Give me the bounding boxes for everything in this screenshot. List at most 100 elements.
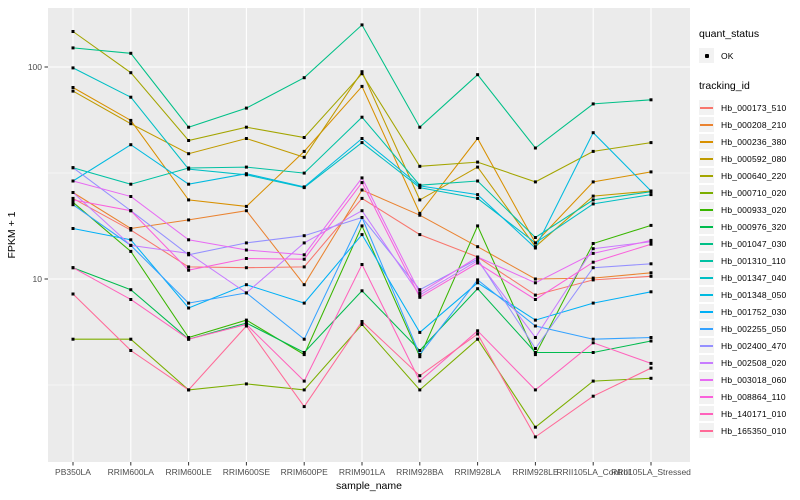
legend-item-Hb_008864_110: Hb_008864_110	[699, 388, 799, 405]
data-point	[533, 351, 537, 354]
data-point	[591, 180, 595, 184]
data-point	[591, 266, 595, 270]
legend-item-label: Hb_000933_020	[721, 204, 787, 215]
legend-item-Hb_165350_010: Hb_165350_010	[699, 422, 799, 439]
legend-key-box	[699, 338, 714, 353]
data-point	[71, 227, 75, 230]
data-point	[129, 209, 133, 213]
data-point	[187, 251, 191, 255]
data-point	[244, 324, 248, 328]
data-point	[418, 288, 422, 292]
data-point	[302, 185, 306, 189]
data-point	[649, 290, 653, 294]
y-tick-label: 100	[28, 62, 42, 72]
data-point	[302, 301, 306, 305]
data-point	[360, 137, 364, 140]
data-point	[187, 182, 191, 186]
legend-line-swatch	[700, 344, 713, 347]
data-point	[418, 164, 422, 168]
legend-key-box	[699, 202, 714, 217]
data-point	[187, 198, 191, 202]
legend-item-Hb_002255_050: Hb_002255_050	[699, 320, 799, 337]
data-point	[244, 172, 248, 176]
data-point	[476, 287, 480, 291]
legend-item-label: Hb_002400_470	[721, 340, 787, 351]
legend-item-Hb_000208_210: Hb_000208_210	[699, 116, 799, 133]
legend-key-box	[699, 100, 714, 115]
data-point	[418, 233, 422, 237]
data-point	[476, 160, 480, 164]
data-point	[649, 141, 653, 145]
legend-key-box	[699, 423, 714, 438]
legend-item-Hb_001752_030: Hb_001752_030	[699, 303, 799, 320]
y-tick-labels: 100 10	[28, 62, 42, 284]
legend-key-box	[699, 185, 714, 200]
data-point	[533, 281, 537, 285]
data-point	[244, 248, 248, 252]
data-point	[533, 246, 537, 250]
legend-line-swatch	[700, 225, 713, 228]
x-tick-label: RRIM600LE	[165, 467, 212, 477]
data-point	[360, 196, 364, 200]
data-point	[649, 223, 653, 227]
data-point	[71, 200, 75, 204]
data-point	[302, 283, 306, 287]
y-tick-label: 10	[33, 274, 43, 284]
data-point	[129, 238, 133, 242]
legend-key-box	[699, 406, 714, 421]
data-point	[187, 301, 191, 305]
data-point	[360, 72, 364, 76]
data-point	[591, 247, 595, 251]
data-point	[533, 277, 537, 281]
data-point	[649, 274, 653, 278]
data-point	[476, 255, 480, 259]
data-point	[360, 320, 364, 323]
data-point	[71, 266, 75, 270]
legend-item-label: Hb_001047_030	[721, 238, 787, 249]
data-point	[244, 291, 248, 295]
legend-item-Hb_002508_020: Hb_002508_020	[699, 354, 799, 371]
x-tick-label: RRIM600PE	[281, 467, 329, 477]
legend-line-swatch	[700, 412, 713, 415]
data-point	[129, 51, 133, 55]
legend-item-label: Hb_002255_050	[721, 323, 787, 334]
data-point	[649, 339, 653, 343]
data-point	[533, 347, 537, 350]
data-point	[649, 366, 653, 370]
data-point	[244, 204, 248, 208]
legend-line-swatch	[700, 174, 713, 177]
legend-key-box	[699, 151, 714, 166]
data-point	[476, 179, 480, 183]
data-point	[244, 106, 248, 110]
data-point	[71, 292, 75, 296]
legend-line-swatch	[700, 293, 713, 296]
data-point	[591, 242, 595, 245]
legend-line-swatch	[700, 208, 713, 211]
legend-item-label: Hb_001752_030	[721, 306, 787, 317]
legend-line-swatch	[700, 378, 713, 381]
data-point	[187, 337, 191, 341]
data-point	[533, 336, 537, 339]
legend-item-Hb_000173_510: Hb_000173_510	[699, 99, 799, 116]
data-point	[71, 86, 75, 89]
legend-key-box	[699, 48, 714, 63]
legend-title-quant-status: quant_status	[699, 28, 760, 40]
data-point	[418, 349, 422, 352]
data-point	[360, 233, 364, 237]
legend-line-swatch	[700, 157, 713, 160]
data-point	[302, 353, 306, 357]
legend-item-label: OK	[721, 50, 734, 61]
x-tick-label: PB350LA	[55, 467, 91, 477]
y-minor-gridlines	[48, 172, 690, 386]
legend-item-label: Hb_000710_020	[721, 187, 787, 198]
x-tick-label: RRIM928LA	[454, 467, 501, 477]
data-point	[360, 176, 364, 180]
data-point	[533, 241, 537, 245]
data-point	[302, 265, 306, 269]
legend-item-Hb_003018_060: Hb_003018_060	[699, 371, 799, 388]
legend-line-swatch	[700, 395, 713, 398]
data-point	[649, 193, 653, 197]
data-point	[302, 76, 306, 80]
ok-point-icon	[704, 53, 709, 58]
data-point	[244, 318, 248, 322]
